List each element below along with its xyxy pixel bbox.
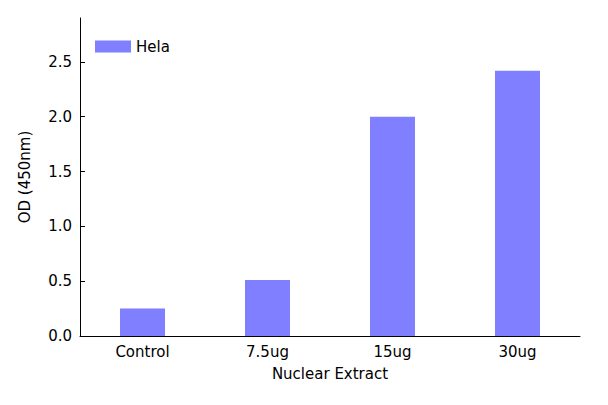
svg-text:Control: Control (115, 343, 169, 361)
svg-text:0.0: 0.0 (48, 327, 72, 345)
svg-text:Nuclear Extract: Nuclear Extract (272, 365, 388, 383)
svg-text:1.0: 1.0 (48, 217, 72, 235)
svg-text:2.5: 2.5 (48, 53, 72, 71)
svg-text:7.5ug: 7.5ug (246, 343, 289, 361)
svg-text:2.0: 2.0 (48, 108, 72, 126)
svg-text:OD (450nm): OD (450nm) (16, 131, 34, 224)
svg-text:Hela: Hela (136, 38, 170, 56)
svg-text:15ug: 15ug (373, 343, 411, 361)
svg-text:30ug: 30ug (498, 343, 536, 361)
svg-text:1.5: 1.5 (48, 163, 72, 181)
svg-text:0.5: 0.5 (48, 272, 72, 290)
